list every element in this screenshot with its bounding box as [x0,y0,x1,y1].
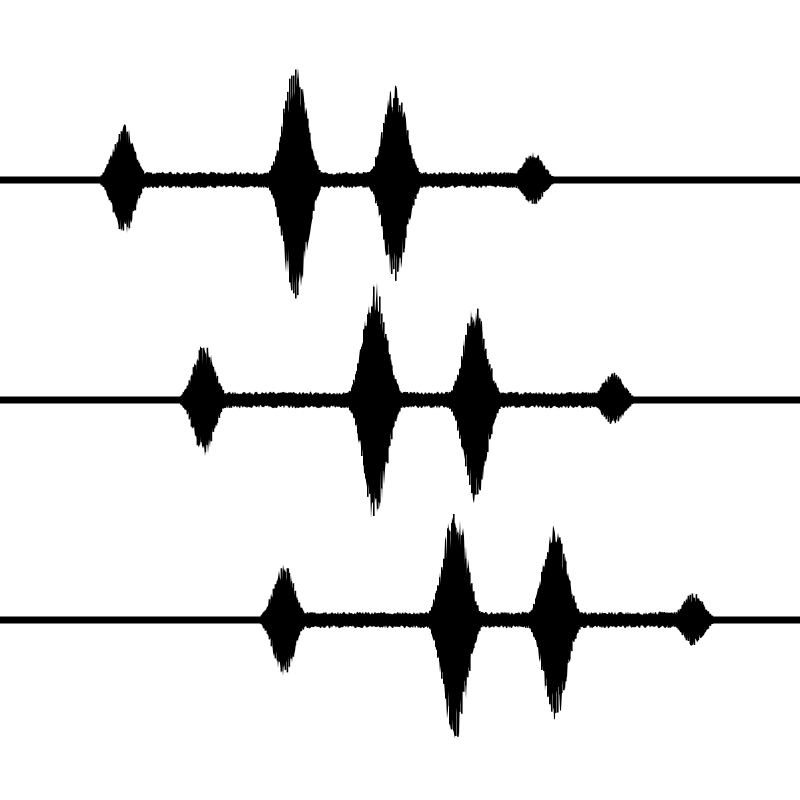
waveform-track-1 [0,67,800,299]
waveform-track-2 [0,282,800,519]
waveform-burst-detail [423,514,487,737]
waveform-burst-detail [663,593,716,645]
waveform-burst-detail [100,131,153,231]
waveform-burst-detail [523,530,587,713]
waveform-track-3 [0,514,800,739]
waveform-burst-detail [260,568,313,673]
waveform-burst-detail [180,347,233,452]
waveform-burst-detail [583,372,636,424]
waveform-burst-detail [503,155,556,204]
waveform-burst-detail [443,308,507,495]
waveform-burst-detail [263,69,327,299]
waveform-burst-detail [363,98,427,281]
waveform-shape [100,67,555,290]
waveform-tracks [0,67,800,739]
waveform-burst-detail [343,286,407,516]
waveform-shape [180,282,635,519]
